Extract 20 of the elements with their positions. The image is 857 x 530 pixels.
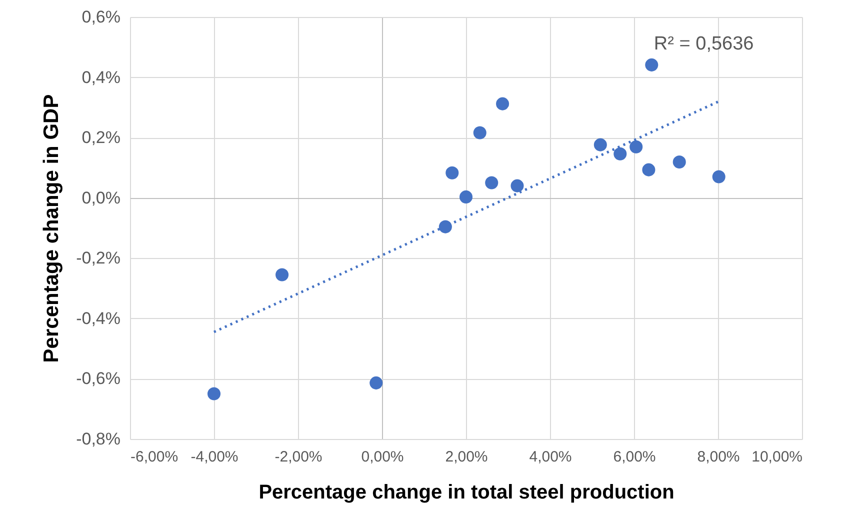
y-axis-title: Percentage change in GDP	[40, 94, 64, 363]
y-tick-label: 0,2%	[82, 128, 120, 148]
x-tick-label: 2,00%	[445, 448, 488, 466]
y-tick-label: 0,0%	[82, 188, 120, 208]
y-tick-label: -0,4%	[76, 308, 120, 328]
x-tick-label: 0,00%	[361, 448, 404, 466]
annotation: R² = 0,5636	[654, 33, 754, 54]
x-tick-label: -4,00%	[190, 448, 238, 466]
y-tick-label: -0,8%	[76, 430, 120, 448]
x-tick-label: -6,00%	[130, 448, 178, 466]
x-tick-label: 6,00%	[613, 448, 656, 466]
x-tick-label: 8,00%	[697, 448, 740, 466]
x-tick-label: -2,00%	[274, 448, 322, 466]
x-axis-title: Percentage change in total steel production	[258, 482, 674, 504]
y-tick-label: -0,2%	[76, 248, 120, 268]
x-tick-label: 4,00%	[529, 448, 572, 466]
x-tick-label: 10,00%	[752, 448, 802, 466]
y-tick-label: 0,4%	[82, 68, 120, 87]
y-tick-label: 0,6%	[82, 8, 120, 26]
y-tick-label: -0,6%	[76, 369, 120, 388]
